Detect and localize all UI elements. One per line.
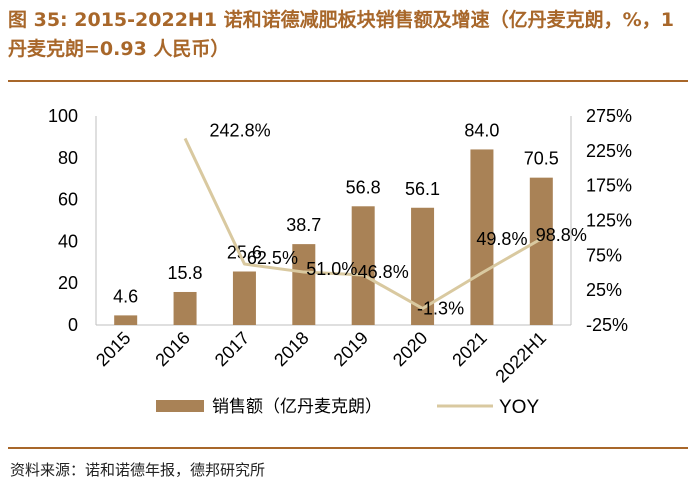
y-right-tick-label: 225% [586,141,632,161]
bar-value-label: 84.0 [464,120,499,140]
bar-value-label: 56.1 [405,179,440,199]
chart-title: 图 35: 2015-2022H1 诺和诺德减肥板块销售额及增速（亿丹麦克朗，%… [8,9,674,60]
x-tick-label: 2019 [330,328,372,370]
yoy-value-label: 98.8% [536,225,587,245]
bar-value-label: 15.8 [168,263,203,283]
bar [351,206,375,325]
y-left-tick-label: 100 [48,106,78,126]
y-right-tick-label: -25% [586,315,628,335]
y-right-tick-label: 125% [586,211,632,231]
bar [411,207,435,325]
bar [292,244,316,325]
bar-value-label: 70.5 [524,149,559,169]
y-right-tick-label: 175% [586,176,632,196]
y-right-tick-label: 75% [586,245,622,265]
bar [529,177,553,325]
legend-bar-swatch [156,400,204,412]
y-right-tick-label: 275% [586,106,632,126]
x-tick-label: 2021 [448,328,490,370]
source-note: 资料来源：诺和诺德年报，德邦研究所 [10,461,266,479]
x-tick-label: 2022H1 [491,328,550,387]
top-rule [8,80,688,82]
bar-value-label: 38.7 [286,215,321,235]
yoy-value-label: 49.8% [476,229,527,249]
bar [470,149,494,325]
bar-value-label: 4.6 [113,286,138,306]
y-left-tick-label: 0 [68,315,78,335]
bar [114,315,138,325]
x-tick-label: 2015 [92,328,134,370]
x-tick-label: 2020 [389,328,431,370]
yoy-value-label: 51.0% [306,259,357,279]
bar [232,271,256,325]
bottom-rule [8,447,688,449]
chart: 0 20 40 60 80 100 -25% 25% 75% 125% 175% 225% 275% 20… [48,106,632,418]
y-left-tick-label: 40 [58,231,78,251]
y-left-tick-label: 80 [58,148,78,168]
bar [173,291,197,325]
x-tick-label: 2017 [211,328,253,370]
y-left-tick-label: 20 [58,273,78,293]
yoy-value-label: 46.8% [358,262,409,282]
yoy-line [183,137,543,310]
bar-value-label: 56.8 [346,177,381,197]
yoy-value-label: -1.3% [417,298,464,318]
legend-bar-label: 销售额（亿丹麦克朗） [212,397,382,416]
yoy-value-label: 242.8% [210,120,271,140]
x-tick-label: 2016 [151,328,193,370]
legend-line-label: YOY [499,397,539,418]
y-right-tick-label: 25% [586,280,622,300]
x-tick-label: 2018 [270,328,312,370]
y-left-tick-label: 60 [58,190,78,210]
yoy-value-label: 62.5% [247,248,298,268]
